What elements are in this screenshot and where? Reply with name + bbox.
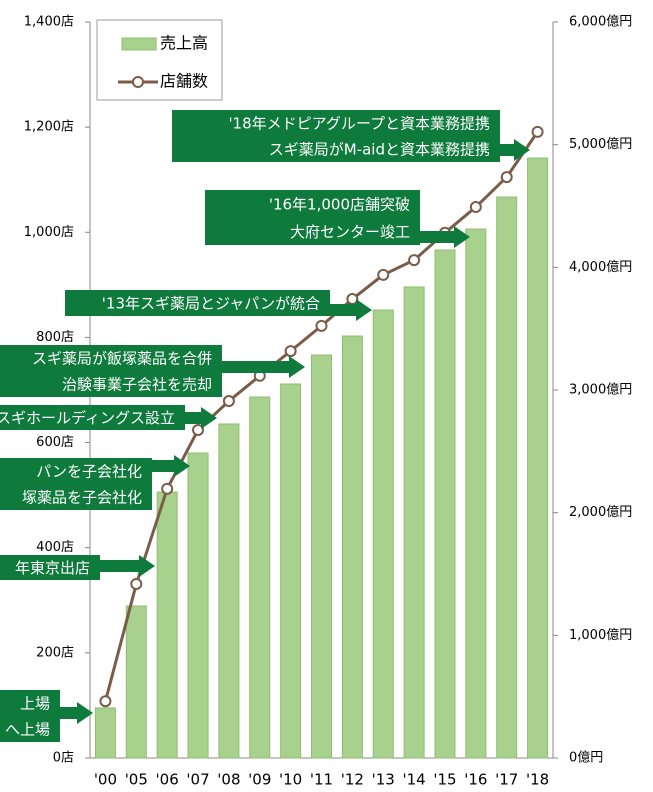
annotation-box	[0, 458, 152, 510]
y-tick-label: 1,200店	[24, 120, 74, 135]
x-tick-label: '00	[94, 771, 117, 789]
y2-tick-label: 5,000億円	[569, 136, 632, 152]
y2-tick-label: 1,000億円	[569, 627, 632, 643]
x-tick-label: '05	[125, 771, 148, 789]
legend-label: 店舗数	[160, 72, 208, 91]
y2-tick-label: 4,000億円	[569, 259, 632, 275]
legend-marker	[132, 76, 144, 88]
x-tick-label: '09	[248, 771, 271, 789]
annotation-text: '13年スギ薬局とジャパンが統合	[102, 295, 320, 313]
bar	[94, 707, 116, 759]
annotation-arrow	[220, 356, 305, 378]
annotation-arrow	[418, 226, 470, 248]
y-tick-label: 400店	[36, 540, 74, 555]
marker	[161, 482, 174, 495]
marker	[377, 268, 390, 281]
annotation-box	[0, 405, 185, 430]
x-tick-label: '08	[217, 771, 240, 789]
annotation-text: スギ薬局がM-aidと資本業務提携	[269, 141, 490, 159]
marker	[284, 345, 297, 358]
x-tick-label: '11	[310, 771, 333, 789]
annotation-text: パンを子会社化	[36, 463, 142, 481]
annotation-arrow	[328, 299, 372, 321]
marker	[500, 171, 513, 184]
marker	[531, 125, 544, 138]
annotation-box	[0, 555, 100, 580]
y-tick-label: 600店	[36, 435, 74, 450]
annotation-text: 年東京出店	[15, 559, 90, 577]
x-tick-label: '06	[156, 771, 179, 789]
bar	[311, 354, 332, 759]
y2-tick-label: 2,000億円	[569, 504, 632, 520]
bar	[187, 452, 209, 759]
bar	[465, 228, 487, 759]
marker	[346, 293, 359, 306]
y2-tick-label: 3,000億円	[569, 382, 632, 398]
annotation-text: 治験事業子会社を売却	[62, 376, 212, 394]
annotation-text: '18年メドピアグループと資本業務提携	[228, 115, 490, 133]
annotation-arrow	[98, 555, 155, 577]
bar	[249, 396, 271, 759]
annotation-box	[0, 345, 222, 397]
bar	[527, 157, 549, 759]
x-tick-label: '14	[402, 771, 425, 789]
annotation-box	[65, 290, 330, 316]
marker	[315, 319, 328, 332]
annotation-box	[172, 110, 500, 162]
x-tick-label: '10	[279, 771, 302, 789]
marker	[130, 577, 143, 590]
x-tick-label: '17	[495, 771, 518, 789]
x-tick-label: '07	[186, 771, 209, 789]
marker	[408, 254, 421, 267]
annotation-text: '16年1,000店舗突破	[269, 195, 410, 213]
bar	[496, 196, 518, 759]
bar	[280, 383, 302, 759]
marker	[222, 395, 235, 408]
marker	[192, 423, 205, 436]
y-tick-label: 0店	[53, 751, 74, 766]
x-tick-label: '15	[433, 771, 456, 789]
x-tick-label: '18	[526, 771, 549, 789]
annotation-text: 大府センター竣工	[290, 223, 410, 241]
annotation-text: へ上場	[5, 721, 50, 739]
annotation-text: 上場	[20, 695, 50, 713]
bar	[156, 491, 178, 759]
annotation-arrow	[150, 455, 190, 477]
x-tick-label: '12	[341, 771, 364, 789]
bar	[341, 335, 363, 759]
legend-swatch	[121, 37, 157, 51]
bar	[125, 605, 147, 759]
bar	[372, 309, 394, 759]
marker	[99, 695, 112, 708]
x-tick-label: '16	[464, 771, 487, 789]
annotation-box	[205, 190, 420, 245]
y-tick-label: 800店	[36, 330, 74, 345]
y-tick-label: 1,000店	[24, 225, 74, 240]
y-tick-label: 1,400店	[24, 15, 74, 30]
x-tick-label: '13	[372, 771, 395, 789]
annotation-text: 塚薬品を子会社化	[22, 489, 142, 507]
annotation-arrow	[498, 139, 530, 161]
bar	[403, 286, 425, 759]
annotation-box	[0, 690, 60, 742]
annotation-arrow	[58, 702, 93, 724]
annotation-text: スギホールディングス設立	[0, 409, 175, 427]
bar	[218, 423, 240, 759]
legend-label: 売上高	[160, 34, 208, 53]
legend-box	[96, 19, 223, 101]
y-tick-label: 200店	[36, 645, 74, 660]
y2-tick-label: 0億円	[569, 750, 603, 766]
bar	[434, 249, 456, 759]
y2-tick-label: 6,000億円	[569, 14, 632, 30]
annotation-text: スギ薬局が飯塚薬品を合併	[32, 350, 212, 368]
annotation-arrow	[183, 407, 217, 429]
marker	[469, 201, 482, 214]
